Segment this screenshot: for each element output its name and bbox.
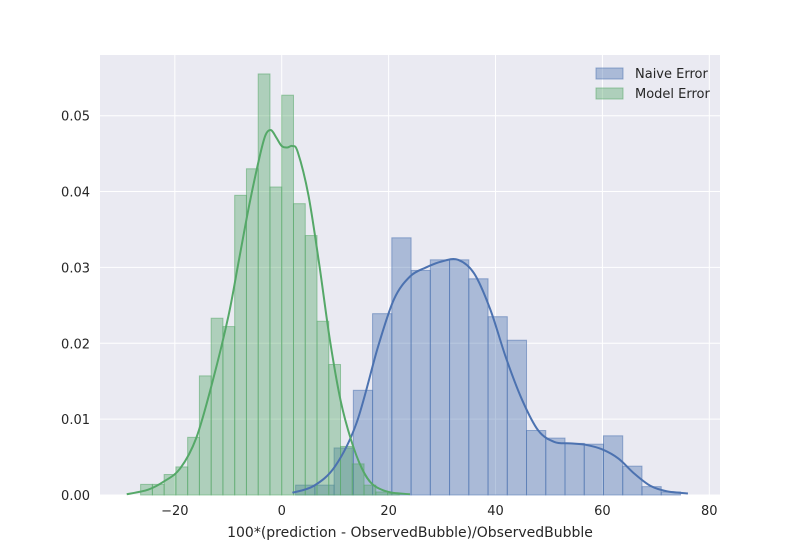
naive-error-bar	[429, 259, 451, 496]
naive-error-bar	[487, 316, 508, 496]
model-error-bar	[304, 235, 318, 496]
y-tick-labels: 0.00 0.01 0.02 0.03 0.04 0.05	[61, 110, 90, 504]
naive-error-bar	[372, 313, 393, 496]
y-tick-label: 0.03	[61, 261, 90, 276]
naive-error-bar	[506, 339, 528, 496]
naive-error-bar	[583, 443, 604, 496]
y-tick-label: 0.00	[61, 489, 90, 504]
y-tick-label: 0.05	[61, 110, 90, 125]
legend-label-model: Model Error	[635, 87, 711, 102]
naive-error-bar	[602, 435, 624, 496]
model-error-bar	[269, 186, 283, 496]
naive-error-bar	[564, 442, 585, 496]
y-tick-label: 0.02	[61, 337, 90, 352]
model-error-bar	[292, 203, 306, 496]
model-error-bar	[351, 463, 365, 496]
x-tick-label: 60	[594, 504, 611, 519]
model-error-bar	[281, 94, 294, 496]
x-tick-labels: −20 0 20 40 60 80	[161, 504, 717, 519]
model-error-bar	[363, 484, 377, 496]
legend: Naive Error Model Error	[595, 67, 711, 102]
naive-error-bar	[391, 237, 412, 496]
model-error-bar	[222, 326, 236, 496]
x-tick-label: 40	[487, 504, 504, 519]
naive-error-bar	[526, 430, 547, 496]
model-error-bar	[328, 364, 342, 496]
y-tick-label: 0.01	[61, 413, 90, 428]
model-error-kde-line	[126, 128, 411, 496]
x-tick-label: 80	[701, 504, 718, 519]
naive-error-kde-line	[292, 258, 689, 495]
model-error-bar	[316, 320, 330, 496]
x-tick-label: 0	[278, 504, 286, 519]
naive-error-bar	[641, 486, 662, 496]
plot-background	[100, 55, 720, 495]
model-error-bar	[234, 194, 247, 496]
x-axis-title: 100*(prediction - ObservedBubble)/Observ…	[227, 525, 593, 541]
legend-label-naive: Naive Error	[635, 67, 708, 82]
model-error-bars	[140, 73, 400, 496]
x-tick-label: −20	[161, 504, 188, 519]
legend-swatch-model	[595, 87, 624, 100]
x-tick-label: 20	[380, 504, 397, 519]
kde-lines	[126, 128, 689, 496]
model-error-bar	[245, 168, 259, 496]
model-error-bar	[375, 491, 389, 496]
legend-swatch-naive	[595, 67, 624, 80]
naive-error-bar	[468, 278, 489, 496]
naive-error-bar	[410, 269, 431, 496]
y-tick-label: 0.04	[61, 186, 90, 201]
naive-error-bar	[449, 259, 470, 496]
naive-error-bar	[545, 437, 566, 496]
